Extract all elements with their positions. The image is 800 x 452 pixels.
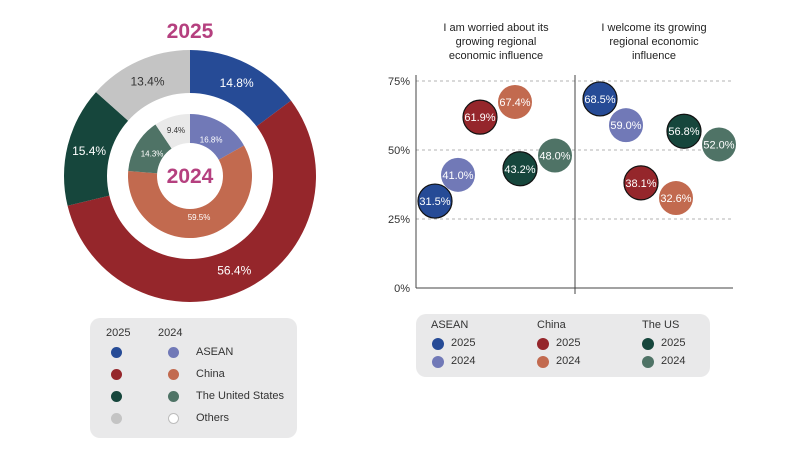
panel-title-worried: I am worried about its growing regional ec… — [443, 22, 549, 62]
bubble-china-2024-welcome — [659, 181, 693, 216]
bubble-label-asean-2025-welcome: 68.5% — [584, 94, 615, 106]
legend-dot-china-2024-bubble — [537, 356, 549, 368]
donut-slice-us-2025 — [63, 92, 129, 206]
bubble-label-china-2024-worried: 67.4% — [499, 97, 530, 109]
legend-dot-asean-2025 — [111, 347, 122, 358]
legend-dot-asean-2024-bubble — [432, 356, 444, 368]
bubble-the-us-2025-welcome — [666, 113, 702, 149]
bubble-label-china-2024-welcome: 32.6% — [660, 193, 691, 205]
bubble-asean-2025-welcome — [582, 81, 618, 117]
donut-label-us-2024: 14.3% — [141, 150, 164, 159]
donut-title-2025: 2025 — [167, 20, 214, 43]
bubble-the-us-2025-worried — [502, 151, 538, 187]
bubble-the-us-2024-worried — [538, 138, 572, 173]
legend-dot-us-2025 — [111, 391, 122, 402]
bubble-asean-2025-worried — [417, 183, 453, 219]
legend-dot-china-2025 — [111, 369, 122, 380]
legend-dot-china-2024 — [168, 369, 179, 380]
legend-label-asean: ASEAN — [196, 346, 234, 358]
legend-dot-others-2025 — [111, 413, 122, 424]
bubble-label-china-2025-welcome: 38.1% — [625, 178, 656, 190]
y-tick-label-25: 25% — [388, 214, 410, 226]
bubble-label-the-us-2025-welcome: 56.8% — [668, 126, 699, 138]
bubble-label-china-2025-worried: 61.9% — [464, 112, 495, 124]
donut-label-others-2024: 9.4% — [167, 126, 185, 135]
bubble-asean-2024-welcome — [609, 108, 643, 143]
legend-dot-us-2025-bubble — [642, 338, 654, 350]
legend-dot-asean-2024 — [168, 347, 179, 358]
legend-group-us: The US — [642, 319, 680, 331]
legend-dot-us-2024-bubble — [642, 356, 654, 368]
donut-center-hole — [157, 143, 223, 209]
bubble-asean-2024-worried — [441, 157, 475, 192]
bubble-label-asean-2025-worried: 31.5% — [419, 196, 450, 208]
donut-label-others-2025: 13.4% — [130, 74, 164, 88]
legend-label-others: Others — [196, 412, 230, 424]
y-tick-label-0: 0% — [394, 283, 410, 295]
donut-chart: 14.8% 56.4% 15.4% 13.4% 16.8% 59.5% 14.3% 9.4% 2… — [63, 20, 316, 302]
bubble-label-the-us-2025-worried: 43.2% — [504, 164, 535, 176]
legend-dot-china-2025-bubble — [537, 338, 549, 350]
legend-label-china: China — [196, 368, 225, 380]
legend-label-asean-2024: 2024 — [451, 355, 476, 367]
donut-label-asean-2025: 14.8% — [220, 76, 254, 90]
bubble-china-2025-welcome — [623, 165, 659, 201]
bubble-legend: ASEAN China The US 2025 2024 2025 2024 2… — [416, 314, 710, 377]
donut-slice-asean-2025 — [190, 50, 291, 127]
bubble-china-2025-worried — [462, 99, 498, 135]
legend-header-2024: 2024 — [158, 327, 183, 339]
bubble-label-asean-2024-worried: 41.0% — [442, 170, 473, 182]
donut-label-asean-2024: 16.8% — [200, 136, 223, 145]
donut-slice-china-2025 — [67, 100, 316, 302]
legend-label-us: The United States — [196, 390, 285, 402]
bubble-chart: I am worried about its growing regional ec… — [388, 22, 736, 295]
donut-title-2024: 2024 — [167, 165, 214, 188]
legend-label-us-2025: 2025 — [661, 337, 686, 349]
bubble-china-2024-worried — [498, 84, 532, 119]
bubble-label-the-us-2024-welcome: 52.0% — [703, 139, 734, 151]
donut-label-china-2025: 56.4% — [217, 263, 251, 277]
legend-label-china-2025: 2025 — [556, 337, 581, 349]
legend-group-asean: ASEAN — [431, 319, 469, 331]
donut-slice-others-2025 — [96, 50, 190, 121]
bubble-label-asean-2024-welcome: 59.0% — [610, 120, 641, 132]
donut-label-us-2025: 15.4% — [72, 144, 106, 158]
legend-header-2025: 2025 — [106, 327, 131, 339]
donut-legend: 2025 2024 ASEAN China The United States … — [90, 318, 297, 438]
legend-label-us-2024: 2024 — [661, 355, 686, 367]
legend-label-asean-2025: 2025 — [451, 337, 476, 349]
legend-dot-us-2024 — [168, 391, 179, 402]
legend-group-china: China — [537, 319, 566, 331]
y-tick-label-50: 50% — [388, 145, 410, 157]
legend-dot-others-2024 — [168, 413, 179, 424]
legend-label-china-2024: 2024 — [556, 355, 581, 367]
donut-label-china-2024: 59.5% — [188, 213, 211, 222]
legend-dot-asean-2025-bubble — [432, 338, 444, 350]
bubble-the-us-2024-welcome — [702, 127, 736, 162]
panel-title-welcome: I welcome its growing regional economic in… — [601, 22, 706, 62]
bubble-label-the-us-2024-worried: 48.0% — [539, 151, 570, 163]
y-tick-label-75: 75% — [388, 76, 410, 88]
